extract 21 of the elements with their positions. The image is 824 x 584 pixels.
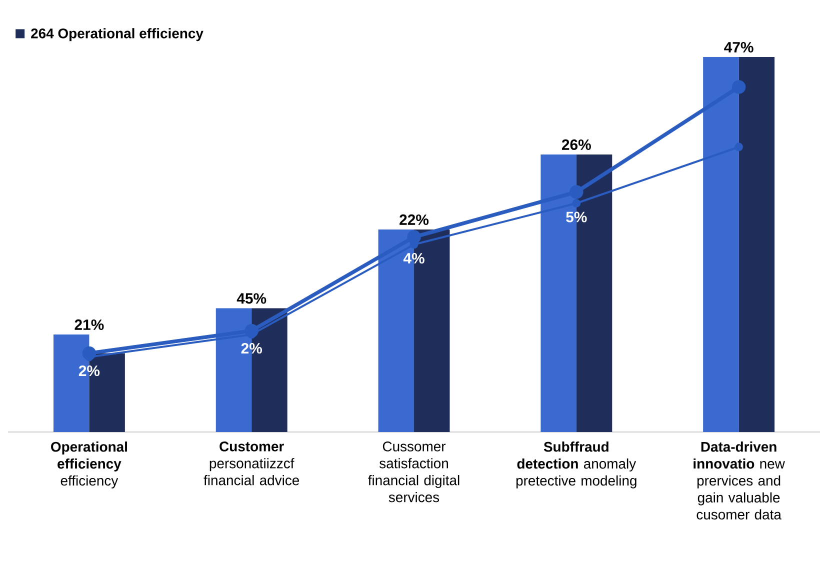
x-tick-label: Cussomer satisfaction financial digital services (368, 442, 460, 502)
x-tick-label: Data-driven innovatio new prervices and gain valuable cusomer data (694, 442, 785, 520)
bar (703, 56, 739, 432)
x-tick-label: Subffraud detection anomaly pretective modeling (516, 442, 636, 488)
point (734, 142, 743, 152)
annotation: 21% (74, 319, 104, 330)
x-tick-label: Customer personatiizzcf financial advice (204, 442, 300, 486)
point (407, 230, 421, 244)
annotation: 2% (78, 366, 100, 376)
annotation: 22% (400, 214, 429, 225)
point (572, 199, 581, 208)
bar (738, 56, 775, 432)
annotation: 5% (566, 212, 587, 222)
point (570, 185, 584, 199)
annotation: 45% (236, 293, 266, 304)
point (732, 80, 746, 94)
annotation: 47% (724, 42, 754, 52)
annotation: 26% (562, 139, 591, 150)
x-tick-label: Operational efficiency efficiency (51, 442, 127, 488)
legend-label: 264 Operational efficiency (31, 28, 204, 42)
annotation: 2% (241, 343, 262, 354)
